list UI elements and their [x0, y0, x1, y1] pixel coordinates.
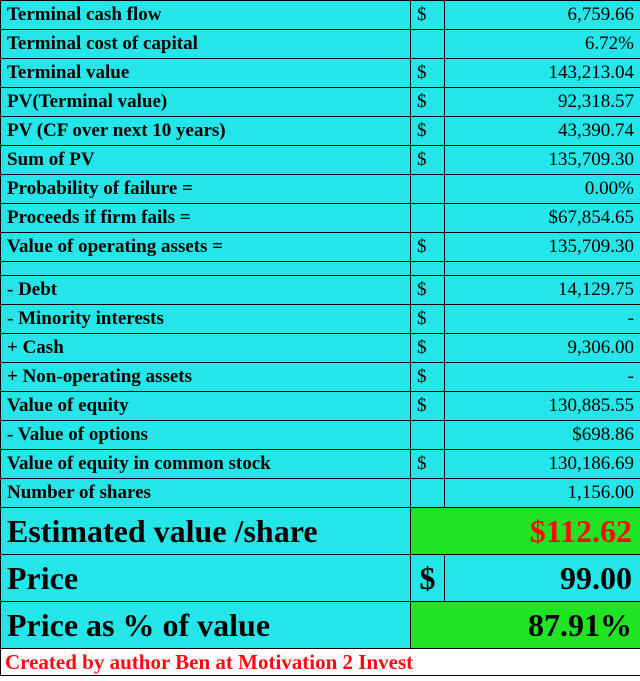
row-label: Terminal value — [1, 59, 411, 88]
row-label: Price as % of value — [1, 602, 411, 649]
table-row: Terminal value $ 143,213.04 — [1, 59, 640, 88]
row-currency: $ — [411, 117, 445, 146]
row-label: Estimated value /share — [1, 508, 411, 555]
row-value: - — [445, 363, 640, 392]
row-value: 9,306.00 — [445, 334, 640, 363]
table-row: Number of shares 1,156.00 — [1, 479, 640, 508]
table-row: Value of equity $ 130,885.55 — [1, 392, 640, 421]
row-currency: $ — [411, 334, 445, 363]
footer-row: Created by author Ben at Motivation 2 In… — [1, 649, 640, 676]
row-value: 14,129.75 — [445, 276, 640, 305]
footer-text: Created by author Ben at Motivation 2 In… — [1, 649, 640, 676]
table-row: PV (CF over next 10 years) $ 43,390.74 — [1, 117, 640, 146]
table-row: PV(Terminal value) $ 92,318.57 — [1, 88, 640, 117]
row-label: - Value of options — [1, 421, 411, 450]
row-value: $67,854.65 — [445, 204, 640, 233]
row-label: Value of operating assets = — [1, 233, 411, 262]
table-row: + Cash $ 9,306.00 — [1, 334, 640, 363]
blank-row — [1, 262, 640, 276]
row-value: 6.72% — [445, 30, 640, 59]
row-value: 1,156.00 — [445, 479, 640, 508]
row-currency: $ — [411, 276, 445, 305]
table-row: + Non-operating assets $ - — [1, 363, 640, 392]
row-currency — [411, 30, 445, 59]
row-currency — [411, 204, 445, 233]
table-row: - Value of options $698.86 — [1, 421, 640, 450]
row-currency: $ — [411, 59, 445, 88]
row-currency — [411, 421, 445, 450]
row-label: - Debt — [1, 276, 411, 305]
row-label: Value of equity in common stock — [1, 450, 411, 479]
table-row: - Minority interests $ - — [1, 305, 640, 334]
valuation-table: Terminal cash flow $ 6,759.66 Terminal c… — [0, 0, 640, 676]
row-currency: $ — [411, 146, 445, 175]
table-row: Proceeds if firm fails = $67,854.65 — [1, 204, 640, 233]
row-label: Probability of failure = — [1, 175, 411, 204]
row-value: $112.62 — [411, 508, 640, 555]
row-currency: $ — [411, 305, 445, 334]
row-label: Sum of PV — [1, 146, 411, 175]
row-currency: $ — [411, 392, 445, 421]
row-label: Value of equity — [1, 392, 411, 421]
row-label: PV(Terminal value) — [1, 88, 411, 117]
row-label: Price — [1, 555, 411, 602]
row-currency: $ — [411, 555, 445, 602]
row-label: Terminal cash flow — [1, 1, 411, 30]
row-label: - Minority interests — [1, 305, 411, 334]
table-row: Terminal cash flow $ 6,759.66 — [1, 1, 640, 30]
row-currency: $ — [411, 450, 445, 479]
table-row: Terminal cost of capital 6.72% — [1, 30, 640, 59]
table-row: Sum of PV $ 135,709.30 — [1, 146, 640, 175]
row-value: 99.00 — [445, 555, 640, 602]
row-value: 92,318.57 — [445, 88, 640, 117]
row-value: - — [445, 305, 640, 334]
row-value: 135,709.30 — [445, 233, 640, 262]
row-currency: $ — [411, 233, 445, 262]
table-row: Value of equity in common stock $ 130,18… — [1, 450, 640, 479]
price-row: Price $ 99.00 — [1, 555, 640, 602]
row-currency: $ — [411, 88, 445, 117]
row-currency — [411, 175, 445, 204]
row-label: + Cash — [1, 334, 411, 363]
row-value: 130,186.69 — [445, 450, 640, 479]
row-currency: $ — [411, 1, 445, 30]
row-label: Proceeds if firm fails = — [1, 204, 411, 233]
row-label: + Non-operating assets — [1, 363, 411, 392]
row-currency — [411, 479, 445, 508]
row-value: 6,759.66 — [445, 1, 640, 30]
table-row: Probability of failure = 0.00% — [1, 175, 640, 204]
row-label: Terminal cost of capital — [1, 30, 411, 59]
row-value: 87.91% — [411, 602, 640, 649]
price-pct-row: Price as % of value 87.91% — [1, 602, 640, 649]
row-label: Number of shares — [1, 479, 411, 508]
table-row: - Debt $ 14,129.75 — [1, 276, 640, 305]
row-value: 0.00% — [445, 175, 640, 204]
table-row: Value of operating assets = $ 135,709.30 — [1, 233, 640, 262]
row-value: 130,885.55 — [445, 392, 640, 421]
row-value: 43,390.74 — [445, 117, 640, 146]
row-value: 135,709.30 — [445, 146, 640, 175]
row-value: $698.86 — [445, 421, 640, 450]
estimated-value-row: Estimated value /share $112.62 — [1, 508, 640, 555]
row-label: PV (CF over next 10 years) — [1, 117, 411, 146]
row-currency: $ — [411, 363, 445, 392]
row-value: 143,213.04 — [445, 59, 640, 88]
